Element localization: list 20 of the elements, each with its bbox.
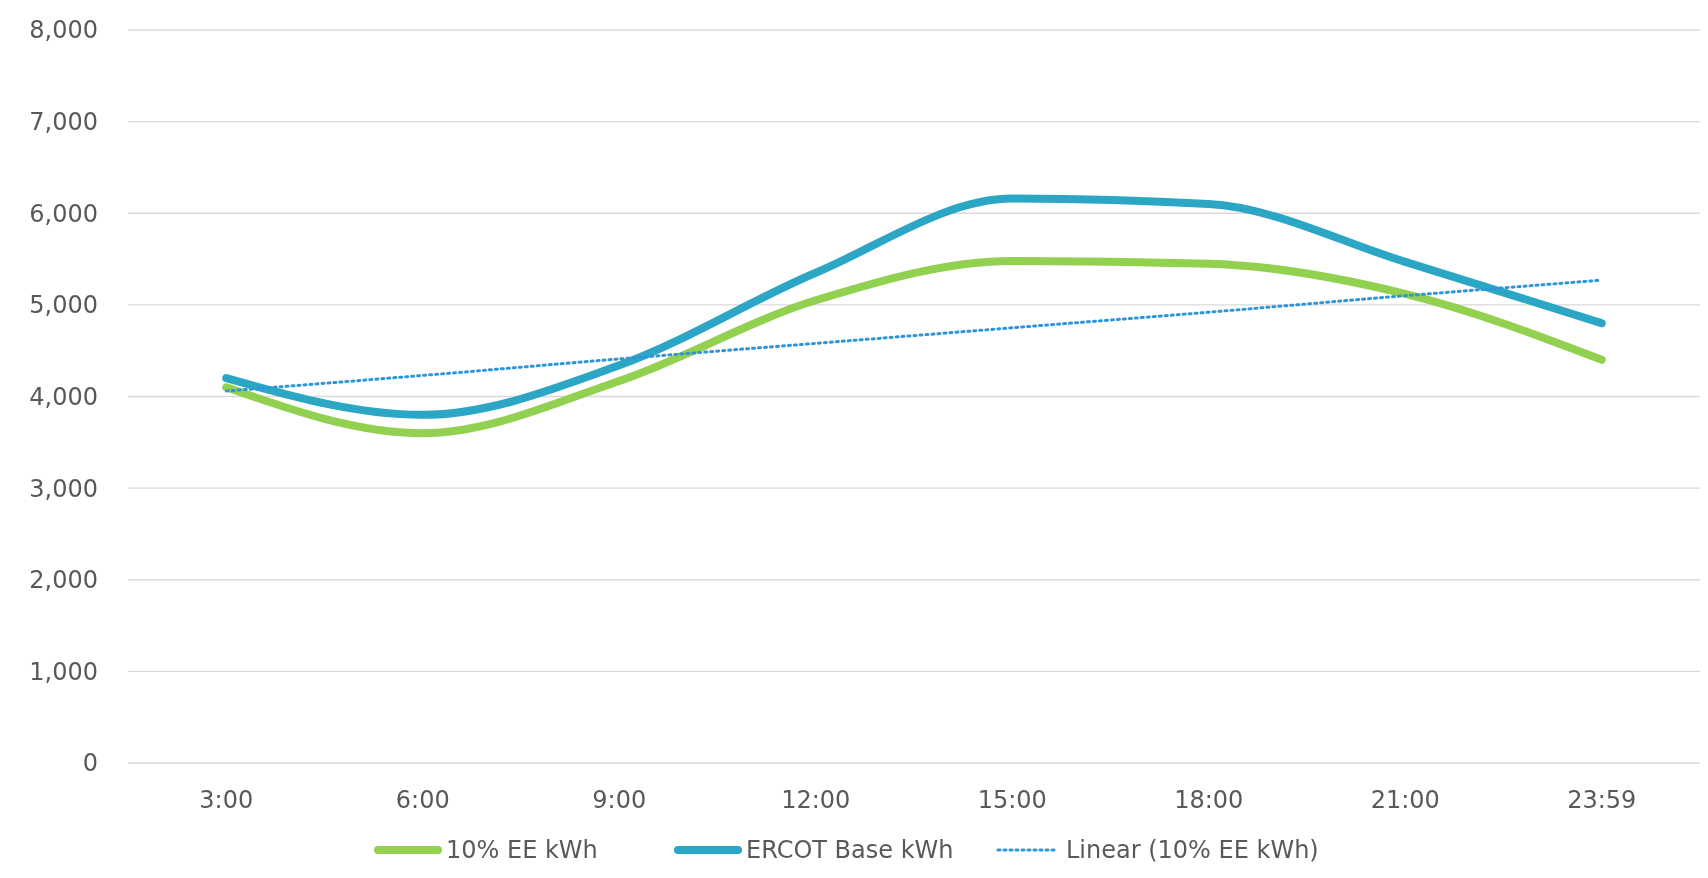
- x-tick-label: 21:00: [1370, 786, 1440, 814]
- legend-label: ERCOT Base kWh: [746, 836, 954, 865]
- y-tick-label: 2,000: [29, 566, 98, 595]
- y-tick-label: 7,000: [29, 108, 98, 137]
- y-tick-label: 4,000: [29, 382, 98, 411]
- y-tick-label: 8,000: [29, 16, 98, 45]
- x-tick-label: 18:00: [1174, 786, 1244, 814]
- x-tick-label: 15:00: [977, 786, 1047, 814]
- y-tick-label: 0: [82, 749, 98, 778]
- y-tick-label: 3,000: [29, 474, 98, 503]
- legend-label: 10% EE kWh: [446, 836, 598, 865]
- x-tick-label: 3:00: [199, 786, 254, 814]
- x-tick-label: 23:59: [1567, 786, 1637, 814]
- x-tick-label: 9:00: [592, 786, 647, 814]
- x-tick-label: 6:00: [395, 786, 450, 814]
- y-tick-label: 1,000: [29, 657, 98, 686]
- y-tick-label: 5,000: [29, 291, 98, 320]
- x-tick-label: 12:00: [781, 786, 851, 814]
- y-tick-label: 6,000: [29, 199, 98, 228]
- legend-label: Linear (10% EE kWh): [1066, 836, 1319, 865]
